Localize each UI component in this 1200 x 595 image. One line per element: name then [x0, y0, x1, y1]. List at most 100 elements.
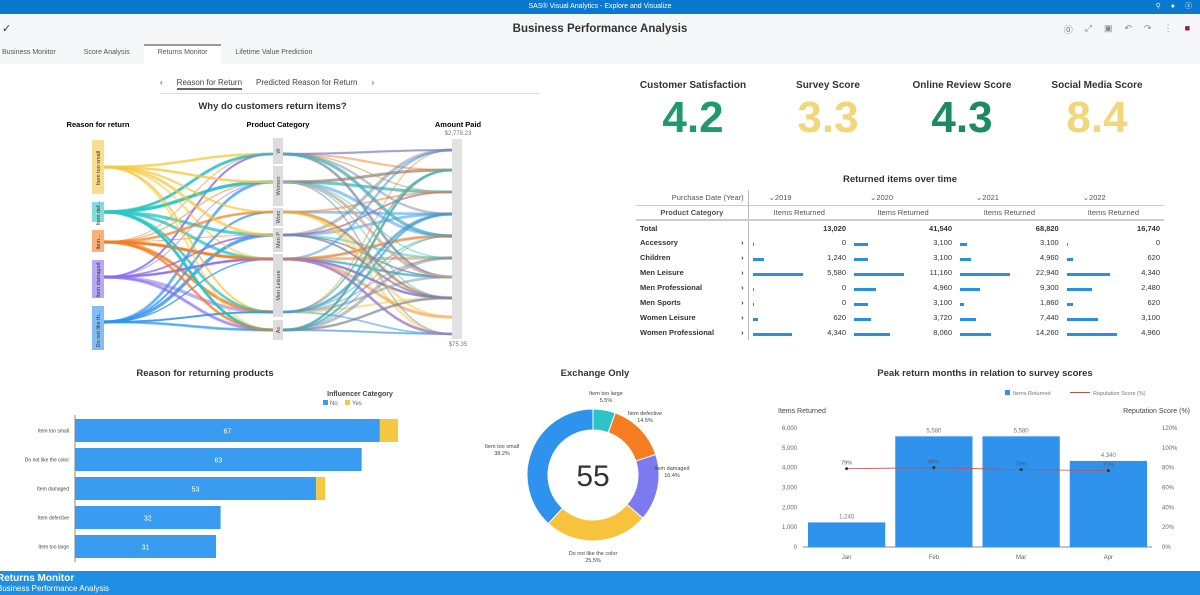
legend-swatch [1005, 390, 1010, 395]
donut-center-value: 55 [576, 460, 609, 493]
expand-chevron-icon[interactable]: › [741, 313, 744, 322]
category-node [273, 320, 283, 340]
user-icon[interactable]: ⓢ [1185, 3, 1192, 10]
y-tick: 6,000 [782, 426, 798, 432]
total-row: Total 13,020 41,540 68,820 16,740 [636, 220, 1164, 235]
cell-bar [960, 258, 971, 261]
table-row[interactable]: Women Professional › 4,340 8,060 14,260 4,960 [636, 325, 1164, 340]
save-icon[interactable]: ▣ [1103, 23, 1113, 33]
category-label: Men P [276, 232, 282, 248]
help-icon[interactable]: ⓪ [1063, 25, 1073, 35]
expand-chevron-icon[interactable]: › [741, 253, 744, 262]
chevron-left-icon[interactable]: ‹ [160, 78, 163, 87]
sankey-link [103, 258, 274, 323]
row-label[interactable]: Children › [636, 250, 749, 265]
year-header[interactable]: ⌄2021 [976, 192, 999, 202]
cell-bar [854, 303, 868, 306]
footer-title: Returns Monitor [0, 573, 75, 584]
row-label[interactable]: Women Leisure › [636, 310, 749, 325]
category-node [273, 254, 283, 317]
sankey-link [282, 311, 453, 335]
table-cell: 4,960 [850, 280, 956, 295]
cell-bar [960, 288, 981, 291]
data-label: 63 [214, 458, 222, 465]
table-row[interactable]: Accessory › 0 3,100 3,100 0 [636, 235, 1164, 250]
line-label: 80% [928, 460, 939, 466]
row-label[interactable]: Accessory › [636, 235, 749, 250]
tab-returns-monitor[interactable]: Returns Monitor [143, 44, 222, 64]
subtab-predicted-reason[interactable]: Predicted Reason for Return [256, 78, 358, 87]
subtab-reason-for-return[interactable]: Reason for Return [176, 78, 243, 90]
check-icon[interactable]: ✓ [2, 23, 12, 35]
tab-lifetime-value-prediction[interactable]: Lifetime Value Prediction [235, 49, 313, 56]
peak-returns-combo-chart: Items Returned Reputation Score (%) Items … [778, 390, 1190, 561]
kpi-value: 8.4 [1066, 93, 1128, 142]
reason-node [92, 260, 104, 298]
row-label[interactable]: Men Professional › [636, 280, 749, 295]
table-cell: 4,340 [1063, 265, 1164, 280]
year-header[interactable]: ⌄2019 [768, 192, 792, 202]
row-header[interactable]: Product Category [636, 205, 749, 220]
expand-chevron-icon[interactable]: › [741, 268, 744, 277]
alert-icon[interactable]: ■ [1184, 23, 1190, 33]
line-series [846, 467, 1109, 472]
data-label: 67 [224, 429, 232, 436]
table-row[interactable]: Men Leisure › 5,580 11,160 22,940 4,340 [636, 265, 1164, 280]
data-label: 32 [144, 516, 152, 523]
sankey-col-reason: Reason for return [67, 120, 130, 129]
sankey-link [282, 257, 453, 336]
notifications-icon[interactable]: ● [1170, 3, 1175, 10]
sankey-title: Why do customers return items? [198, 101, 347, 112]
sankey-link [103, 152, 274, 279]
kpi-label: Social Media Score [1051, 80, 1143, 91]
cell-bar [854, 318, 871, 321]
chevron-right-icon[interactable]: › [371, 78, 375, 87]
reason-label: Item... [96, 234, 102, 250]
legend-swatch [345, 400, 350, 405]
category-label: Item damaged [37, 487, 69, 493]
year-header[interactable]: ⌄2022 [1082, 192, 1106, 202]
bar-no [75, 535, 217, 558]
sankey-link [103, 311, 274, 323]
col-header[interactable]: Purchase Date (Year) [636, 190, 749, 205]
search-icon[interactable]: ⚲ [1155, 3, 1161, 10]
more-icon[interactable]: ⋮ [1163, 23, 1173, 33]
cell-bar [752, 243, 754, 246]
kpi-value: 4.2 [662, 93, 724, 142]
year-label: 2022 [1089, 192, 1106, 202]
expand-icon[interactable]: ⤢ [1084, 23, 1092, 33]
expand-chevron-icon[interactable]: › [741, 238, 744, 247]
table-cell: 620 [748, 310, 850, 325]
cell-bar [960, 333, 992, 336]
row-label[interactable]: Women Professional › [636, 325, 749, 340]
row-label[interactable]: Men Sports › [636, 295, 749, 310]
table-row[interactable]: Children › 1,240 3,100 4,960 620 [636, 250, 1164, 265]
tab-business-monitor[interactable]: Business Monitor [2, 49, 56, 56]
reason-bar-chart: Influencer Category No Yes Item too small 67… [25, 391, 399, 562]
bar [895, 436, 973, 547]
category-node [273, 228, 283, 252]
slice-label: Item too large [589, 391, 623, 397]
sankey-link [282, 168, 453, 332]
expand-chevron-icon[interactable]: › [741, 298, 744, 307]
tab-score-analysis[interactable]: Score Analysis [83, 49, 130, 56]
cell-bar [854, 258, 868, 261]
year-header[interactable]: ⌄2020 [870, 192, 893, 202]
measure-header: Items Returned [983, 207, 1035, 217]
year-label: 2020 [876, 192, 893, 202]
reason-label: Item damaged [96, 262, 102, 297]
table-row[interactable]: Women Leisure › 620 3,720 7,440 3,100 [636, 310, 1164, 325]
sankey-link [103, 165, 274, 184]
bar-no [75, 419, 380, 442]
expand-chevron-icon[interactable]: › [741, 328, 744, 337]
row-label[interactable]: Men Leisure › [636, 265, 749, 280]
undo-icon[interactable]: ↶ [1124, 23, 1133, 33]
table-row[interactable]: Men Professional › 0 4,960 9,300 2,480 [636, 280, 1164, 295]
x-tick: Mar [1016, 555, 1026, 561]
cell-bar [854, 273, 905, 276]
table-cell: 620 [1063, 295, 1164, 310]
expand-chevron-icon[interactable]: › [741, 283, 744, 292]
table-row[interactable]: Men Sports › 0 3,100 1,860 620 [636, 295, 1164, 310]
redo-icon[interactable]: ↷ [1144, 23, 1152, 33]
sankey-min-label: $75.35 [449, 342, 468, 348]
